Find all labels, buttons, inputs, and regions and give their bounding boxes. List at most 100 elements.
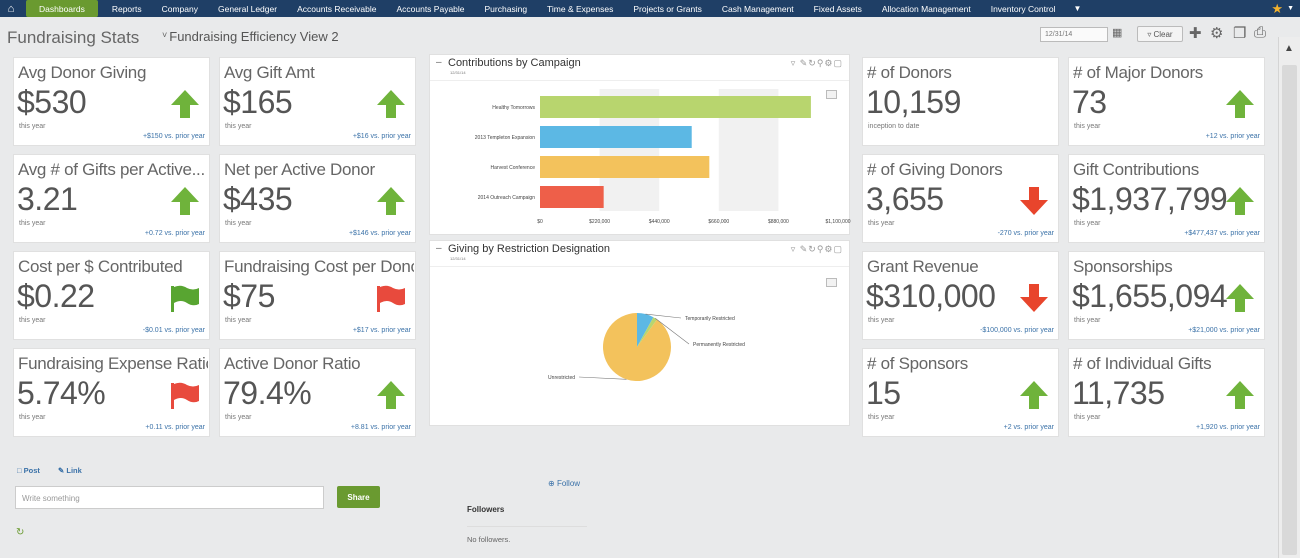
kpi-value: $310,000 [866,278,996,314]
vertical-scrollbar[interactable]: ▲ [1278,37,1300,558]
up-arrow-icon [377,187,405,215]
bar[interactable] [540,186,604,208]
kpi-label: # of Major Donors [1073,63,1204,82]
kpi-label: Avg # of Gifts per Active... [18,160,205,179]
kpi-card[interactable]: Fundraising Cost per Donor $75 this year +$… [219,251,416,340]
home-icon[interactable]: ⌂ [7,2,15,15]
x-tick-label: $660,000 [708,219,729,225]
divider [467,526,587,527]
nav-item-accounts-payable[interactable]: Accounts Payable [396,3,465,14]
scroll-up-icon[interactable]: ▲ [1284,43,1294,54]
panel-tools[interactable]: ▿ ✎↻⚲⚙▢ [790,244,843,254]
kpi-value: $530 [17,84,87,120]
kpi-card[interactable]: # of Major Donors 73 this year +12 vs. prio… [1068,57,1265,146]
no-followers-text: No followers. [467,535,511,544]
kpi-period: this year [868,220,895,227]
kpi-period: inception to date [868,123,920,130]
kpi-value: $1,937,799 [1072,181,1228,217]
kpi-card[interactable]: # of Individual Gifts 11,735 this year +1,9… [1068,348,1265,437]
kpi-card[interactable]: Gift Contributions $1,937,799 this year +$4… [1068,154,1265,243]
chevron-down-icon: ˅ [162,30,168,40]
nav-item-allocation-management[interactable]: Allocation Management [881,3,971,14]
kpi-card[interactable]: Avg Donor Giving $530 this year +$150 vs. p… [13,57,210,146]
kpi-value: 10,159 [866,84,961,120]
leader-line [645,313,682,319]
chevron-down-icon[interactable]: ▼ [1287,5,1294,12]
kpi-value: $75 [223,278,275,314]
kpi-label: Cost per $ Contributed [18,257,183,276]
nav-item-time-expenses[interactable]: Time & Expenses [547,3,614,14]
kpi-card[interactable]: Avg Gift Amt $165 this year +$16 vs. prior … [219,57,416,146]
kpi-value: $165 [223,84,293,120]
kpi-card[interactable]: Fundraising Expense Ratio 5.74% this year +… [13,348,210,437]
x-tick-label: $440,000 [649,219,670,225]
nav-item-inventory-control[interactable]: Inventory Control [990,3,1056,14]
kpi-value: 73 [1072,84,1107,120]
date-input[interactable]: 12/31/14 [1040,27,1108,42]
bar[interactable] [540,126,692,148]
kpi-comparison: +0.11 vs. prior year [145,424,205,431]
kpi-value: $0.22 [17,278,95,314]
leader-line [578,376,627,380]
clear-filter-button[interactable]: ▿ Clear [1137,26,1183,42]
nav-item-projects-or-grants[interactable]: Projects or Grants [633,3,702,14]
nav-more-caret[interactable]: ▼ [1073,4,1082,13]
share-button[interactable]: Share [337,486,380,508]
pie-slice[interactable] [637,317,657,347]
panel-tools[interactable]: ▿ ✎↻⚲⚙▢ [790,58,843,68]
clear-label: Clear [1153,29,1173,39]
follow-link[interactable]: ⊕ Follow [548,479,581,488]
post-input[interactable]: Write something [15,486,324,509]
collapse-icon[interactable]: – [436,57,442,68]
nav-item-cash-management[interactable]: Cash Management [721,3,794,14]
up-arrow-icon [1226,187,1254,215]
bar[interactable] [540,96,811,118]
scrollbar-thumb[interactable] [1282,65,1297,555]
nav-item-general-ledger[interactable]: General Ledger [218,3,278,14]
gear-icon[interactable]: ⚙ [1210,25,1224,42]
category-label: Healthy Tomorrows [492,105,535,111]
kpi-card[interactable]: Active Donor Ratio 79.4% this year +8.81 vs… [219,348,416,437]
nav-right: ★ ▼ [1271,0,1294,17]
kpi-card[interactable]: # of Sponsors 15 this year +2 vs. prior yea… [862,348,1059,437]
favorite-star-icon[interactable]: ★ [1271,0,1284,16]
kpi-period: this year [19,123,46,130]
nav-item-fixed-assets[interactable]: Fixed Assets [813,3,862,14]
kpi-comparison: -$100,000 vs. prior year [980,327,1054,334]
panel-date: 12/31/14 [450,256,466,261]
nav-item-company[interactable]: Company [161,3,198,14]
nav-item-dashboards[interactable]: Dashboards [26,0,98,17]
kpi-comparison: +0.72 vs. prior year [144,230,205,237]
up-arrow-icon [171,90,199,118]
print-icon[interactable]: ⎙ [1254,24,1267,41]
kpi-card[interactable]: Avg # of Gifts per Active... 3.21 this yea… [13,154,210,243]
kpi-card[interactable]: # of Donors 10,159 inception to date [862,57,1059,146]
kpi-card[interactable]: # of Giving Donors 3,655 this year -270 vs.… [862,154,1059,243]
x-tick-label: $220,000 [589,219,610,225]
kpi-period: this year [1074,414,1101,421]
link-link[interactable]: ✎ Link [58,466,82,475]
kpi-card[interactable]: Sponsorships $1,655,094 this year +$21,000 … [1068,251,1265,340]
calendar-icon[interactable]: ▦ [1112,27,1123,39]
pie-slice[interactable] [637,313,654,347]
down-arrow-icon [1020,284,1048,312]
bar[interactable] [540,156,710,178]
panel-header: – Contributions by Campaign 12/31/14 ▿ ✎… [430,55,849,81]
refresh-icon[interactable]: ↻ [16,527,25,538]
nav-item-purchasing[interactable]: Purchasing [484,3,528,14]
image-icon[interactable] [826,90,837,99]
image-icon[interactable] [826,278,837,287]
view-selector[interactable]: ˅ Fundraising Efficiency View 2 [162,29,339,44]
kpi-card[interactable]: Cost per $ Contributed $0.22 this year -$0.… [13,251,210,340]
kpi-card[interactable]: Net per Active Donor $435 this year +$146 v… [219,154,416,243]
copy-icon[interactable]: ❐ [1233,25,1247,42]
kpi-comparison: +$150 vs. prior year [142,133,205,140]
kpi-value: 15 [866,375,901,411]
add-icon[interactable]: ✚ [1189,25,1202,42]
nav-item-reports[interactable]: Reports [111,3,142,14]
kpi-value: 79.4% [223,375,312,411]
collapse-icon[interactable]: – [436,243,442,254]
post-link[interactable]: □ Post [17,466,40,475]
kpi-card[interactable]: Grant Revenue $310,000 this year -$100,000 … [862,251,1059,340]
nav-item-accounts-receivable[interactable]: Accounts Receivable [297,3,377,14]
